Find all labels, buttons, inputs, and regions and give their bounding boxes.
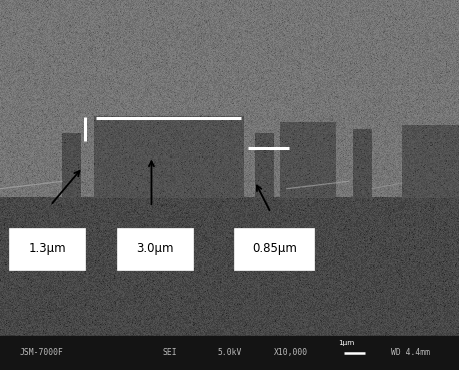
Text: 3.0μm: 3.0μm — [136, 242, 174, 255]
Bar — [0, 336, 459, 370]
Text: 5.0kV: 5.0kV — [217, 349, 242, 357]
Text: X10,000: X10,000 — [274, 349, 308, 357]
Bar — [9, 228, 85, 270]
Text: SEI: SEI — [162, 349, 177, 357]
Bar — [117, 228, 193, 270]
Text: 1μm: 1μm — [338, 340, 355, 346]
Text: 0.85μm: 0.85μm — [252, 242, 297, 255]
Text: WD 4.4mm: WD 4.4mm — [392, 349, 430, 357]
Text: 1.3μm: 1.3μm — [28, 242, 66, 255]
Bar — [234, 228, 314, 270]
Text: JSM-7000F: JSM-7000F — [19, 349, 63, 357]
